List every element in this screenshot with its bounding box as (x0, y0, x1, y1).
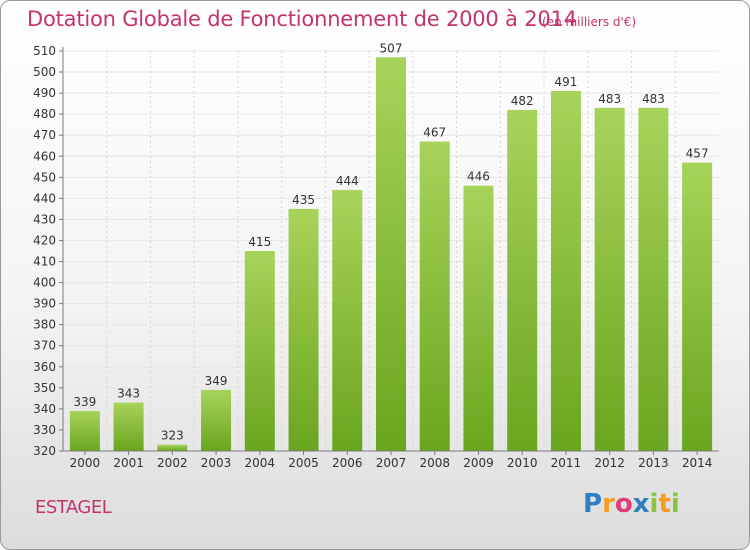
data-label-2012: 483 (598, 92, 621, 106)
bar-2006 (332, 189, 363, 451)
bar-2005 (288, 208, 319, 451)
y-tick-label: 500 (33, 65, 56, 79)
data-label-2006: 444 (336, 174, 359, 188)
data-label-2011: 491 (554, 75, 577, 89)
x-tick-label: 2002 (157, 456, 188, 470)
y-tick-label: 350 (33, 381, 56, 395)
y-tick-label: 440 (33, 191, 56, 205)
bar-2012 (594, 107, 625, 451)
bar-2000 (69, 411, 100, 451)
bar-2009 (463, 185, 494, 451)
data-label-2004: 415 (248, 235, 271, 249)
bar-2011 (550, 91, 581, 451)
y-tick-label: 450 (33, 170, 56, 184)
x-tick-label: 2001 (113, 456, 144, 470)
y-tick-label: 470 (33, 128, 56, 142)
bar-2010 (507, 109, 538, 452)
y-tick-label: 430 (33, 212, 56, 226)
x-tick-label: 2011 (551, 456, 582, 470)
bar-2001 (113, 402, 144, 451)
y-tick-label: 330 (33, 423, 56, 437)
chart-unit: (en milliers d'€) (542, 15, 637, 29)
bars (69, 57, 713, 452)
data-labels: 339 343 323 349 415 435 444 507 467 446 482 491 483 4… (73, 41, 708, 442)
y-tick-label: 410 (33, 255, 56, 269)
y-tick-label: 320 (33, 444, 56, 458)
y-tick-label: 460 (33, 149, 56, 163)
bar-2007 (376, 57, 406, 451)
bar-2008 (419, 141, 450, 452)
axes: 320 330 340 350 360 370 380 390 400 410 420 430 440 4… (33, 44, 719, 470)
commune-name: ESTAGEL (35, 497, 112, 518)
y-tick-label: 370 (33, 339, 56, 353)
x-tick-label: 2014 (682, 456, 713, 470)
x-tick-label: 2004 (245, 456, 276, 470)
data-label-2014: 457 (686, 147, 709, 161)
x-tick-label: 2010 (507, 456, 538, 470)
x-tick-label: 2005 (288, 456, 319, 470)
bar-2002 (157, 444, 188, 451)
bar-2003 (201, 389, 232, 451)
x-tick-label: 2006 (332, 456, 363, 470)
bar-2014 (682, 162, 713, 451)
data-label-2007: 507 (380, 41, 403, 55)
data-label-2010: 482 (511, 94, 534, 108)
chart-title: Dotation Globale de Fonctionnement de 20… (27, 7, 577, 31)
y-tick-label: 480 (33, 107, 56, 121)
y-tick-label: 400 (33, 276, 56, 290)
data-label-2001: 343 (117, 387, 140, 401)
data-label-2000: 339 (73, 395, 96, 409)
data-label-2002: 323 (161, 429, 184, 443)
x-tick-label: 2009 (463, 456, 494, 470)
data-label-2009: 446 (467, 170, 490, 184)
bar-2013 (638, 107, 669, 451)
y-tick-label: 420 (33, 233, 56, 247)
data-label-2005: 435 (292, 193, 315, 207)
data-label-2003: 349 (205, 374, 228, 388)
data-label-2013: 483 (642, 92, 665, 106)
y-tick-label: 490 (33, 86, 56, 100)
y-tick-label: 380 (33, 318, 56, 332)
y-tick-label: 510 (33, 44, 56, 58)
x-tick-label: 2007 (376, 456, 407, 470)
y-tick-label: 360 (33, 360, 56, 374)
x-tick-label: 2013 (638, 456, 669, 470)
x-tick-label: 2008 (419, 456, 450, 470)
y-tick-label: 340 (33, 402, 56, 416)
proxiti-logo[interactable]: Proxiti (583, 489, 680, 519)
y-tick-label: 390 (33, 297, 56, 311)
bar-2004 (244, 251, 275, 451)
x-tick-label: 2003 (201, 456, 232, 470)
data-label-2008: 467 (423, 126, 446, 140)
x-tick-label: 2012 (594, 456, 625, 470)
x-tick-label: 2000 (70, 456, 101, 470)
